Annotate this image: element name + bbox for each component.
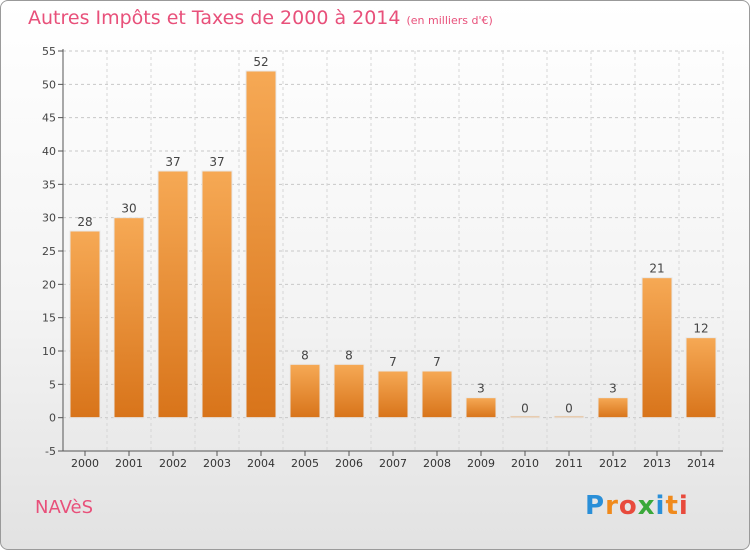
y-tick-label: 45 — [42, 112, 56, 125]
chart-title-text: Autres Impôts et Taxes de 2000 à 2014 — [28, 7, 401, 29]
logo-letter: t — [665, 491, 679, 521]
x-tick-label-2011: 2011 — [555, 457, 583, 470]
logo-letter: x — [637, 491, 656, 521]
y-tick-label: 30 — [42, 212, 56, 225]
x-tick-label-2007: 2007 — [379, 457, 407, 470]
bar-2001 — [113, 217, 145, 419]
y-tick-label: 40 — [42, 145, 56, 158]
logo-letter: P — [585, 491, 606, 521]
bar-2014 — [685, 337, 717, 419]
x-tick-label-2008: 2008 — [423, 457, 451, 470]
y-tick-label: -5 — [45, 445, 56, 458]
bar-2008 — [421, 370, 453, 419]
bar-2000 — [69, 230, 101, 419]
y-tick-label: 55 — [42, 45, 56, 58]
y-tick-label: 35 — [42, 178, 56, 191]
data-label-2001: 30 — [121, 202, 136, 216]
y-tick-label: 15 — [42, 312, 56, 325]
logo-letter: r — [605, 491, 619, 521]
x-tick-label-2009: 2009 — [467, 457, 495, 470]
y-tick-label: 50 — [42, 78, 56, 91]
chart-title-unit: (en milliers d'€) — [406, 14, 493, 27]
x-tick-label-2006: 2006 — [335, 457, 363, 470]
y-tick-label: 25 — [42, 245, 56, 258]
data-label-2005: 8 — [301, 348, 309, 362]
bar-2007 — [377, 370, 409, 419]
x-tick-label-2001: 2001 — [115, 457, 143, 470]
data-label-2012: 3 — [609, 382, 617, 396]
data-label-2003: 37 — [209, 155, 224, 169]
bar-2009 — [465, 397, 497, 419]
data-label-2013: 21 — [649, 262, 664, 276]
logo-letter: i — [655, 491, 666, 521]
y-tick-label: 0 — [49, 412, 56, 425]
data-label-2000: 28 — [77, 215, 92, 229]
logo-letter: o — [618, 491, 638, 521]
x-tick-label-2000: 2000 — [71, 457, 99, 470]
data-label-2008: 7 — [433, 355, 441, 369]
x-tick-label-2005: 2005 — [291, 457, 319, 470]
y-tick-label: 10 — [42, 345, 56, 358]
bar-2002 — [157, 170, 189, 419]
data-label-2014: 12 — [693, 322, 708, 336]
x-tick-label-2004: 2004 — [247, 457, 275, 470]
data-label-2002: 37 — [165, 155, 180, 169]
bar-2005 — [289, 363, 321, 419]
data-label-2004: 52 — [253, 55, 268, 69]
x-tick-label-2003: 2003 — [203, 457, 231, 470]
bar-2013 — [641, 277, 673, 419]
data-label-2011: 0 — [565, 402, 573, 416]
data-label-2006: 8 — [345, 348, 353, 362]
x-tick-label-2012: 2012 — [599, 457, 627, 470]
x-tick-label-2013: 2013 — [643, 457, 671, 470]
bar-2011 — [553, 415, 585, 419]
bar-2004 — [245, 70, 277, 419]
bar-2006 — [333, 363, 365, 419]
x-tick-label-2010: 2010 — [511, 457, 539, 470]
y-tick-label: 20 — [42, 278, 56, 291]
proxiti-logo: Proxiti — [585, 491, 689, 521]
data-label-2010: 0 — [521, 402, 529, 416]
logo-letter: i — [678, 491, 689, 521]
x-tick-label-2002: 2002 — [159, 457, 187, 470]
chart-title: Autres Impôts et Taxes de 2000 à 2014 (en… — [28, 7, 493, 29]
y-tick-label: 5 — [49, 378, 56, 391]
bar-2003 — [201, 170, 233, 419]
data-label-2009: 3 — [477, 382, 485, 396]
x-tick-label-2014: 2014 — [687, 457, 715, 470]
data-label-2007: 7 — [389, 355, 397, 369]
bar-2012 — [597, 397, 629, 419]
commune-name: NAVèS — [35, 497, 94, 518]
bar-2010 — [509, 415, 541, 419]
